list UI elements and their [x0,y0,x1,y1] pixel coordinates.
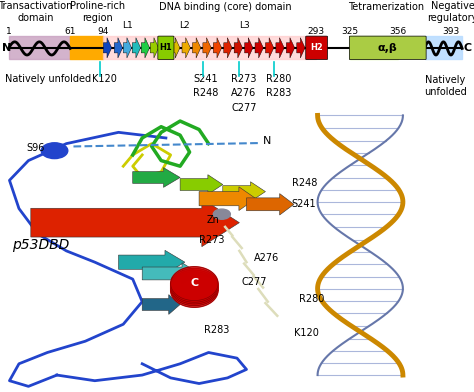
Circle shape [213,209,230,219]
Polygon shape [142,263,199,284]
Polygon shape [180,175,223,194]
Polygon shape [171,269,218,302]
Text: Natively unfolded: Natively unfolded [5,74,91,84]
Bar [350,36,398,59]
FancyArrow shape [255,38,264,58]
Text: R283: R283 [266,88,292,98]
FancyArrow shape [234,38,243,58]
Text: R248: R248 [193,88,219,98]
FancyBboxPatch shape [349,36,426,60]
Text: S241: S241 [292,199,316,209]
Text: N: N [263,136,272,146]
Text: A276: A276 [254,253,279,263]
Text: C277: C277 [231,103,257,113]
FancyArrow shape [203,38,211,58]
FancyArrow shape [224,38,232,58]
Polygon shape [246,194,294,215]
Text: 94: 94 [98,27,109,36]
Polygon shape [171,272,218,306]
Text: R280: R280 [266,74,292,84]
Text: K120: K120 [294,328,319,338]
Text: Natively
unfolded: Natively unfolded [424,75,467,97]
FancyArrow shape [307,38,316,58]
Text: K120: K120 [92,74,117,84]
Polygon shape [171,267,218,301]
Text: 325: 325 [341,27,358,36]
FancyArrow shape [265,38,274,58]
FancyArrow shape [182,38,191,58]
Text: A276: A276 [231,88,256,98]
FancyArrow shape [132,38,141,58]
FancyArrow shape [213,38,222,58]
Text: α,β: α,β [378,43,398,53]
FancyArrow shape [245,38,253,58]
Text: N: N [2,44,12,53]
FancyArrow shape [297,38,305,58]
Text: 293: 293 [307,27,324,36]
Text: R273: R273 [199,234,225,245]
Text: S96: S96 [26,143,45,153]
Circle shape [41,143,68,159]
Polygon shape [171,274,218,307]
Text: Tetramerization: Tetramerization [348,2,424,12]
Text: DNA binding (core) domain: DNA binding (core) domain [159,2,292,12]
Text: R273: R273 [231,74,257,84]
FancyArrow shape [192,38,201,58]
Polygon shape [31,199,239,247]
Polygon shape [142,295,180,314]
FancyArrow shape [103,38,112,58]
FancyArrow shape [150,38,159,58]
Text: C277: C277 [242,277,267,287]
Text: C: C [464,44,472,53]
FancyArrow shape [161,38,170,58]
FancyBboxPatch shape [158,36,174,60]
Text: 1: 1 [6,27,11,36]
Text: Transactivation
domain: Transactivation domain [0,1,73,23]
Bar [425,36,462,59]
FancyBboxPatch shape [306,36,328,60]
Text: L2: L2 [180,21,190,30]
Polygon shape [133,168,180,187]
Text: Negative
regulatory: Negative regulatory [428,1,474,23]
Text: S241: S241 [193,74,218,84]
Text: 393: 393 [443,27,460,36]
Text: Zn: Zn [206,215,219,225]
Text: H1: H1 [160,44,172,52]
Bar [9,36,70,59]
Bar [70,36,103,59]
FancyArrow shape [286,38,295,58]
FancyArrow shape [114,38,123,58]
FancyArrow shape [276,38,284,58]
Text: Proline-rich
region: Proline-rich region [70,1,125,23]
Text: 356: 356 [390,27,407,36]
Text: R283: R283 [204,325,229,335]
Polygon shape [199,187,256,211]
Text: L1: L1 [123,21,133,30]
Text: p53DBD: p53DBD [12,238,69,252]
Text: R280: R280 [299,294,324,304]
Text: C: C [190,278,199,289]
Polygon shape [171,270,218,304]
Polygon shape [118,250,185,274]
Text: 61: 61 [64,27,76,36]
Text: H2: H2 [310,44,323,52]
Polygon shape [223,182,265,201]
FancyArrow shape [141,38,150,58]
Bar [103,36,316,59]
Text: L3: L3 [239,21,249,30]
Text: R248: R248 [292,178,317,188]
FancyArrow shape [123,38,132,58]
FancyArrow shape [172,38,180,58]
